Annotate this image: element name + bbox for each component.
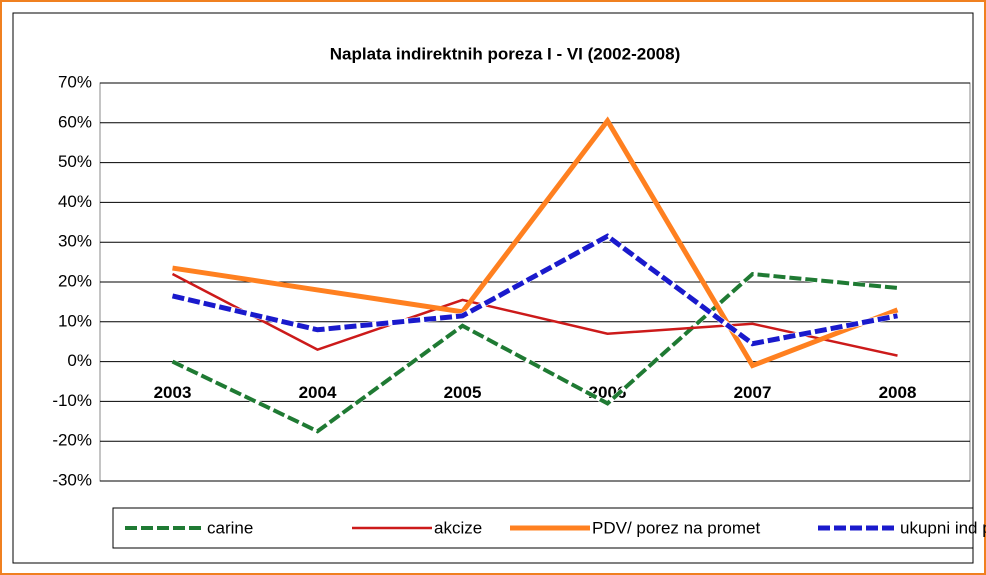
legend-label: ukupni ind por (900, 518, 986, 537)
chart-frame (12, 12, 974, 564)
series-line (171, 233, 898, 347)
y-tick-label: 70% (58, 72, 92, 91)
y-tick-label: 0% (67, 351, 92, 370)
y-tick-label: 40% (58, 192, 92, 211)
y-tick-label: -20% (52, 431, 92, 450)
series-line (171, 271, 898, 434)
y-tick-label: -30% (52, 470, 92, 489)
y-tick-label: 20% (58, 271, 92, 290)
x-tick-label cat: 2005 (444, 383, 482, 402)
series-line (171, 272, 898, 357)
series-line (172, 116, 899, 369)
legend-label: carine (207, 518, 253, 537)
chart-title: Naplata indirektnih poreza I - VI (2002-… (330, 44, 681, 63)
x-tick-label cat: 2008 (879, 383, 917, 402)
x-tick-label cat: 2004 (299, 383, 337, 402)
y-tick-label: 50% (58, 152, 92, 171)
y-tick-label: -10% (52, 391, 92, 410)
legend-label: akcize (434, 518, 482, 537)
legend-label: PDV/ porez na promet (592, 518, 760, 537)
y-tick-label: 30% (58, 232, 92, 251)
x-tick-label cat: 2007 (734, 383, 772, 402)
y-tick-label: 60% (58, 112, 92, 131)
y-tick-label: 10% (58, 311, 92, 330)
x-tick-label cat: 2003 (154, 383, 192, 402)
